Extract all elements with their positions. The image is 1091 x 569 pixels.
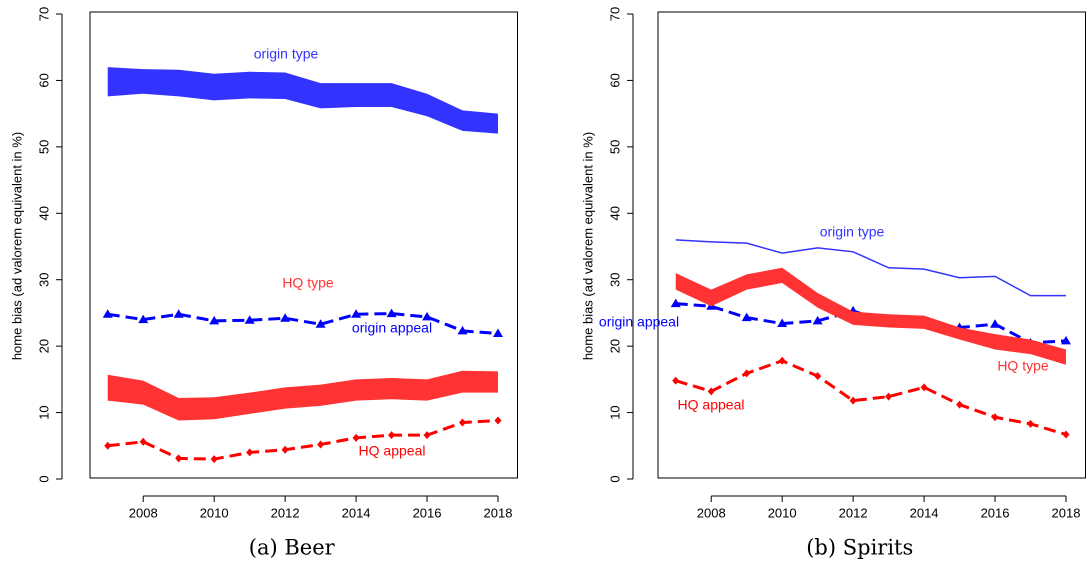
y-tick-label: 40 [36, 206, 51, 220]
marker [244, 315, 255, 324]
caption: (b) Spirits [806, 536, 913, 560]
marker [175, 454, 183, 463]
y-tick-label: 60 [607, 73, 622, 87]
series-label: origin type [254, 46, 319, 62]
marker [849, 396, 857, 405]
y-tick-label: 0 [607, 475, 622, 482]
y-tick-label: 20 [607, 339, 622, 353]
series-label: origin type [820, 224, 885, 240]
series-label: HQ appeal [678, 397, 745, 413]
line [107, 419, 499, 461]
marker [104, 441, 112, 450]
line [107, 312, 499, 336]
band [107, 67, 498, 134]
marker [351, 309, 362, 318]
marker [812, 315, 823, 325]
series-label: HQ type [282, 275, 334, 291]
marker [990, 319, 1001, 328]
y-axis-label: home bias (ad valorem equivalent in %) [9, 132, 24, 360]
series-label: origin appeal [352, 320, 432, 336]
y-tick-label: 30 [607, 272, 622, 286]
marker [246, 448, 254, 457]
marker [280, 313, 291, 322]
series-label: origin appeal [599, 314, 679, 330]
marker [956, 400, 964, 409]
x-tick-label: 2008 [697, 505, 726, 520]
caption: (a) Beer [249, 536, 336, 560]
y-axis-label: home bias (ad valorem equivalent in %) [580, 132, 595, 360]
x-tick-label: 2010 [768, 505, 797, 520]
marker [707, 387, 715, 396]
y-tick-label: 70 [607, 7, 622, 21]
plot-box [89, 11, 518, 479]
marker [494, 416, 502, 425]
y-tick-label: 40 [607, 206, 622, 220]
x-tick-label: 2012 [271, 505, 300, 520]
band [107, 370, 498, 421]
marker [814, 372, 822, 381]
y-tick-label: 50 [607, 140, 622, 154]
marker [173, 309, 184, 318]
marker [317, 440, 325, 449]
marker [423, 431, 431, 440]
marker [315, 319, 326, 328]
marker [139, 437, 147, 446]
marker [422, 311, 433, 321]
y-tick-label: 50 [36, 140, 51, 154]
marker [281, 445, 289, 454]
x-tick-label: 2014 [342, 505, 371, 520]
marker [672, 376, 680, 385]
x-tick-label: 2008 [129, 505, 158, 520]
y-tick-label: 30 [36, 272, 51, 286]
marker [457, 325, 468, 335]
series-label: HQ appeal [359, 443, 426, 459]
line [675, 239, 1066, 297]
marker [102, 309, 113, 318]
x-tick-label: 2018 [1052, 505, 1081, 520]
marker [777, 318, 788, 328]
marker [386, 308, 397, 318]
marker [138, 314, 149, 324]
marker [388, 431, 396, 440]
y-tick-label: 60 [36, 73, 51, 87]
x-tick-label: 2016 [981, 505, 1010, 520]
marker [210, 455, 218, 464]
line [675, 359, 1067, 436]
marker [459, 418, 467, 427]
y-tick-label: 10 [607, 405, 622, 419]
x-tick-label: 2014 [910, 505, 939, 520]
y-tick-label: 0 [36, 475, 51, 482]
marker [1062, 430, 1070, 439]
marker [670, 298, 681, 308]
marker [492, 328, 503, 338]
marker [885, 392, 893, 401]
marker [991, 413, 999, 422]
marker [352, 433, 360, 442]
series-label: HQ type [997, 358, 1049, 374]
x-tick-label: 2016 [413, 505, 442, 520]
marker [743, 369, 751, 378]
marker [1027, 419, 1035, 428]
marker [778, 356, 786, 365]
marker [1060, 335, 1071, 345]
y-tick-label: 20 [36, 339, 51, 353]
y-tick-label: 70 [36, 7, 51, 21]
x-tick-label: 2012 [839, 505, 868, 520]
x-tick-label: 2018 [484, 505, 513, 520]
marker [741, 312, 752, 322]
band [675, 267, 1066, 365]
x-tick-label: 2010 [200, 505, 229, 520]
y-tick-label: 10 [36, 405, 51, 419]
marker [209, 315, 220, 325]
marker [920, 383, 928, 392]
plot-box [657, 11, 1086, 479]
